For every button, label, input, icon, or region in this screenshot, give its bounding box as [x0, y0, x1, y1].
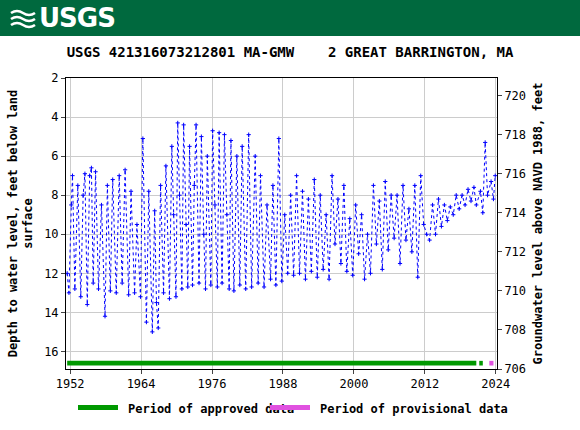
svg-text:16: 16: [44, 345, 58, 359]
svg-text:Groundwater level above NAVD 1: Groundwater level above NAVD 1988, feet: [531, 83, 545, 365]
svg-text:718: 718: [504, 128, 526, 142]
svg-text:12: 12: [44, 267, 58, 281]
svg-text:USGS 421316073212801 MA-GMW: USGS 421316073212801 MA-GMW 2 GREAT BARR…: [67, 44, 514, 60]
html-text:Period of approved data: Period of approved data: [128, 402, 295, 416]
svg-text:8: 8: [51, 188, 58, 202]
svg-text:716: 716: [504, 167, 526, 181]
svg-text:2024: 2024: [481, 377, 510, 391]
svg-text:1964: 1964: [127, 377, 156, 391]
svg-text:1952: 1952: [56, 377, 85, 391]
svg-text:706: 706: [504, 362, 526, 376]
svg-text:14: 14: [44, 306, 58, 320]
svg-text:Depth to water level, feet bel: Depth to water level, feet below landsur…: [6, 90, 36, 357]
svg-text:1988: 1988: [269, 377, 298, 391]
svg-text:1976: 1976: [198, 377, 227, 391]
svg-text:10: 10: [44, 227, 58, 241]
svg-text:4: 4: [51, 110, 58, 124]
svg-text:710: 710: [504, 284, 526, 298]
svg-text:714: 714: [504, 206, 526, 220]
html-text:USGS: USGS: [39, 3, 115, 33]
svg-text:6: 6: [51, 149, 58, 163]
svg-text:712: 712: [504, 245, 526, 259]
svg-text:708: 708: [504, 323, 526, 337]
html-text:Period of provisional data: Period of provisional data: [320, 402, 508, 416]
svg-text:720: 720: [504, 89, 526, 103]
svg-text:2000: 2000: [339, 377, 368, 391]
svg-text:2: 2: [51, 71, 58, 85]
svg-text:2012: 2012: [410, 377, 439, 391]
